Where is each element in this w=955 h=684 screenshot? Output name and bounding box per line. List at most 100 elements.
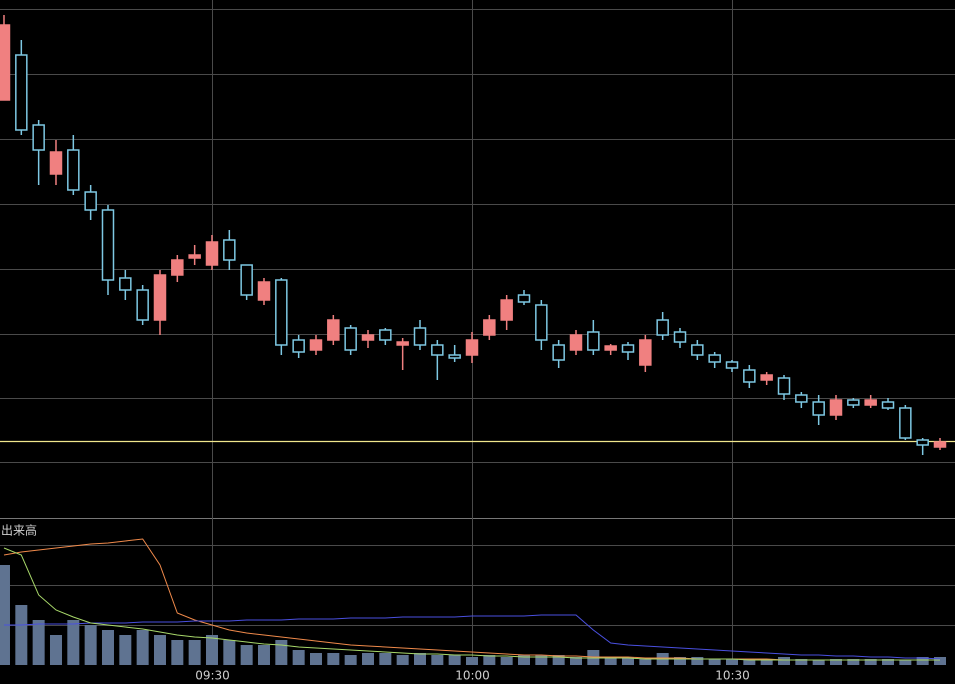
candle-body: [500, 299, 513, 321]
candle-body: [136, 289, 149, 321]
candle-body: [777, 377, 791, 395]
candle-body: [67, 149, 80, 191]
candle-body: [621, 344, 635, 353]
volume-bar: [778, 657, 791, 665]
volume-bar: [621, 657, 634, 665]
candle-body: [431, 344, 444, 356]
candle-body: [223, 239, 236, 261]
candle-body: [327, 319, 340, 341]
candle-body: [32, 124, 45, 151]
candle-body: [49, 151, 63, 175]
candle-body: [101, 209, 115, 281]
volume-bar: [674, 657, 687, 665]
candle-body: [864, 399, 877, 406]
volume-bar: [639, 659, 652, 665]
volume-bar: [32, 620, 45, 665]
candle-body: [379, 329, 392, 341]
candle-body: [881, 401, 895, 409]
volume-bar: [361, 653, 374, 665]
volume-bar: [84, 625, 97, 665]
candle-body: [0, 24, 11, 101]
volume-bar: [67, 620, 80, 665]
candle-body: [725, 361, 739, 369]
candle-body: [396, 341, 409, 346]
candle-body: [15, 54, 28, 131]
candle-body: [760, 374, 773, 381]
volume-bar: [830, 659, 843, 665]
candle-body: [604, 345, 617, 351]
volume-bar: [275, 640, 288, 665]
volume-bar: [240, 645, 253, 665]
volume-bar: [916, 657, 929, 665]
volume-bar: [569, 657, 582, 665]
volume-bar: [379, 653, 392, 665]
volume-bar: [847, 659, 860, 665]
volume-bar: [396, 655, 409, 665]
volume-average-line: [4, 614, 941, 660]
candle-body: [240, 264, 253, 296]
candle-body: [483, 319, 496, 336]
volume-bar: [119, 635, 132, 665]
candle-body: [812, 401, 825, 416]
candle-body: [587, 331, 600, 351]
candle-body: [119, 277, 132, 291]
candle-body: [656, 319, 669, 336]
volume-bar: [500, 657, 513, 665]
candle-body: [708, 354, 721, 363]
candle-body: [639, 339, 652, 366]
volume-average-line: [3, 547, 940, 661]
volume-bar: [413, 653, 426, 665]
candle-body: [448, 354, 461, 359]
volume-bar: [812, 660, 825, 665]
candle-body: [535, 304, 548, 341]
volume-bar: [188, 640, 201, 665]
volume-bar: [899, 660, 912, 665]
volume-bar: [223, 640, 236, 665]
volume-bar: [604, 657, 617, 665]
volume-bar: [136, 630, 149, 665]
candle-body: [552, 344, 565, 361]
marks: [0, 15, 955, 665]
volume-bar: [691, 657, 704, 665]
volume-bar: [743, 659, 756, 665]
volume-bar: [552, 655, 565, 665]
volume-bar: [327, 653, 340, 665]
candle-body: [743, 369, 756, 383]
candle-body: [188, 254, 201, 259]
candle-body: [344, 327, 357, 351]
volume-bar: [934, 657, 947, 665]
candle-body: [292, 339, 305, 353]
volume-bar: [153, 635, 166, 665]
candle-body: [205, 241, 219, 266]
candle-body: [361, 334, 375, 341]
candle-body: [153, 274, 167, 321]
volume-bar: [101, 630, 114, 665]
candle-body: [691, 344, 704, 356]
volume-bar: [535, 655, 548, 665]
volume-bar: [517, 655, 530, 665]
volume-bar: [760, 659, 773, 665]
x-tick-label: 10:30: [715, 669, 750, 683]
volume-bar: [726, 659, 739, 665]
volume-bar: [309, 653, 322, 665]
volume-bar: [431, 655, 444, 665]
volume-bar: [15, 605, 28, 665]
volume-bar: [465, 657, 478, 665]
volume-bar: [882, 659, 895, 665]
candle-body: [275, 279, 288, 346]
volume-bar: [257, 645, 270, 665]
candle-body: [257, 281, 271, 301]
candle-body: [309, 339, 323, 351]
candle-body: [413, 327, 427, 346]
candle-body: [465, 339, 479, 356]
candle-body: [933, 441, 947, 448]
x-tick-label: 09:30: [195, 669, 230, 683]
candle-body: [899, 407, 912, 439]
candle-body: [84, 191, 97, 211]
volume-bar: [448, 655, 461, 665]
volume-bar: [171, 640, 184, 665]
candle-body: [847, 399, 860, 406]
volume-bar: [205, 635, 218, 665]
